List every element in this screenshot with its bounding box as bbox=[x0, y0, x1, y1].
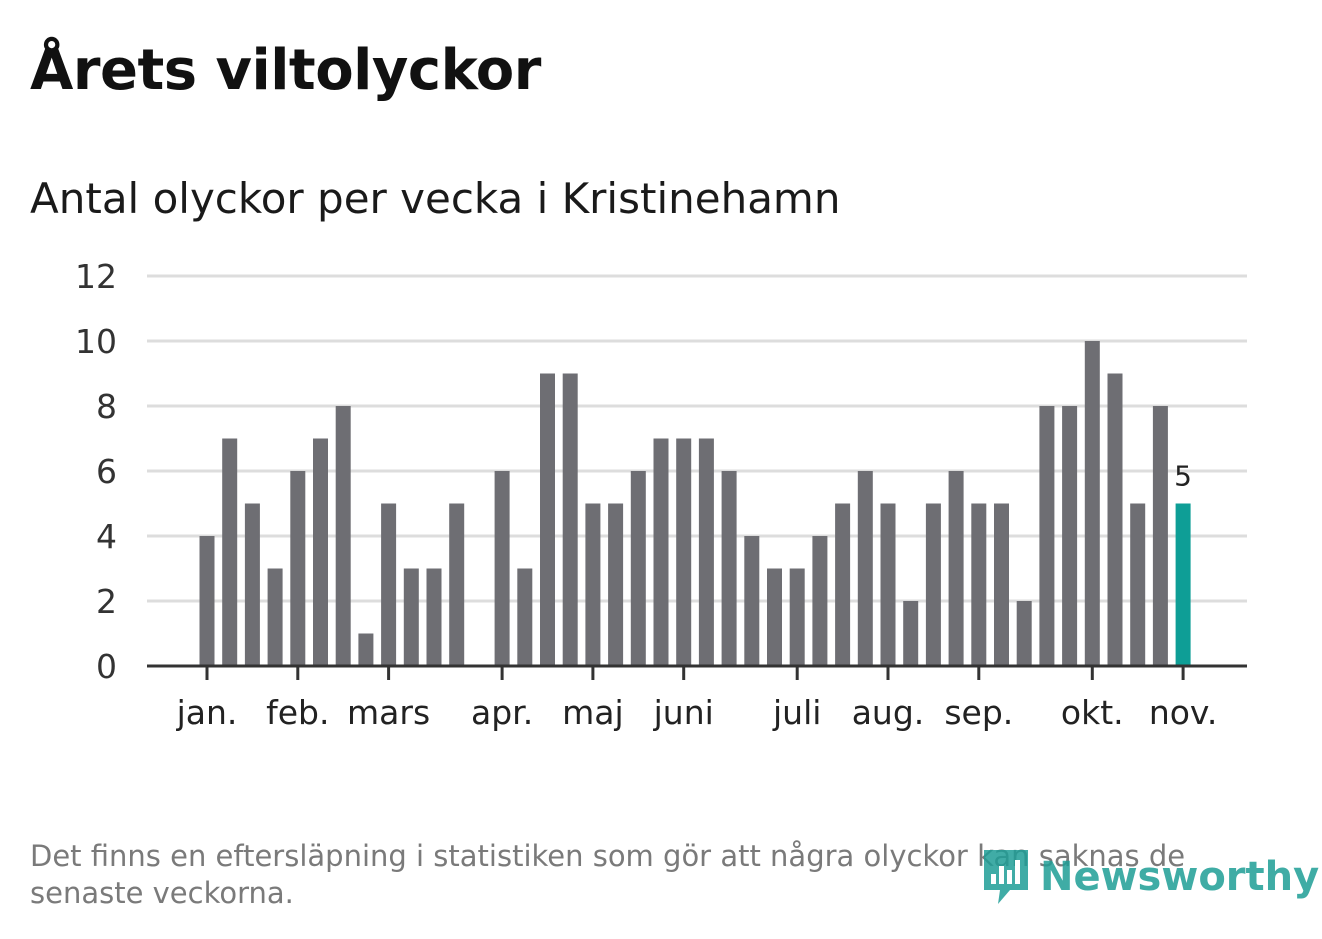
x-tick-label: jan. bbox=[176, 693, 238, 732]
bar bbox=[244, 503, 260, 666]
bar bbox=[835, 503, 851, 666]
bar bbox=[1130, 503, 1146, 666]
x-axis-ticks: jan. feb. mars apr. maj juni juli aug. sep. okt. n… bbox=[176, 666, 1218, 732]
bar bbox=[1107, 373, 1123, 666]
bar bbox=[857, 471, 873, 666]
bar bbox=[403, 568, 419, 666]
bar bbox=[1039, 406, 1055, 666]
x-tick-label: maj bbox=[562, 693, 624, 732]
bar bbox=[767, 568, 782, 666]
bar bbox=[222, 438, 238, 666]
bar bbox=[562, 373, 578, 666]
bar bbox=[925, 503, 941, 666]
bar-highlighted bbox=[1175, 503, 1191, 666]
bar bbox=[540, 373, 555, 666]
y-tick-label: 10 bbox=[75, 322, 117, 361]
bar bbox=[517, 568, 533, 666]
y-axis-ticks: 0 2 4 6 8 10 12 bbox=[75, 257, 117, 686]
x-tick-label: apr. bbox=[471, 693, 533, 732]
bar bbox=[744, 536, 760, 666]
x-tick-label: feb. bbox=[266, 693, 329, 732]
bar bbox=[585, 503, 601, 666]
bar bbox=[721, 471, 737, 666]
brand-name: Newsworthy bbox=[1040, 854, 1320, 900]
x-tick-label: juli bbox=[772, 693, 821, 732]
bar bbox=[608, 503, 624, 666]
bar-value-label: 5 bbox=[1174, 460, 1192, 493]
x-tick-label: nov. bbox=[1149, 693, 1218, 732]
x-tick-label: juni bbox=[653, 693, 714, 732]
bar bbox=[653, 438, 669, 666]
newsworthy-logo-icon bbox=[984, 850, 1028, 904]
bar bbox=[335, 406, 351, 666]
newsworthy-brand[interactable]: Newsworthy bbox=[980, 846, 1319, 908]
x-tick-label: okt. bbox=[1061, 693, 1124, 732]
bar bbox=[358, 633, 374, 666]
chart-subtitle: Antal olyckor per vecka i Kristinehamn bbox=[30, 174, 841, 223]
gridlines bbox=[147, 274, 1247, 603]
bar bbox=[449, 503, 465, 666]
bar bbox=[494, 471, 510, 666]
x-tick-label: mars bbox=[347, 693, 430, 732]
bar bbox=[1152, 406, 1168, 666]
bar bbox=[426, 568, 442, 666]
bar bbox=[903, 601, 919, 666]
bar bbox=[313, 438, 328, 666]
x-tick-label: aug. bbox=[852, 693, 925, 732]
y-tick-label: 8 bbox=[96, 387, 117, 426]
bar bbox=[789, 568, 805, 666]
bar bbox=[1016, 601, 1032, 666]
bar bbox=[880, 503, 896, 666]
x-tick-label: sep. bbox=[944, 693, 1013, 732]
bar bbox=[630, 471, 646, 666]
y-tick-label: 4 bbox=[96, 517, 117, 556]
y-tick-label: 12 bbox=[75, 257, 117, 296]
bar bbox=[994, 503, 1009, 666]
bars bbox=[199, 341, 1191, 666]
bar bbox=[676, 438, 692, 666]
bar bbox=[698, 438, 714, 666]
bar bbox=[1062, 406, 1078, 666]
bar bbox=[199, 536, 215, 666]
y-tick-label: 2 bbox=[96, 582, 117, 621]
bar bbox=[1084, 341, 1100, 666]
y-tick-label: 6 bbox=[96, 452, 117, 491]
bar-annotations: 5 bbox=[1174, 460, 1192, 493]
bar bbox=[381, 503, 397, 666]
chart-title: Årets viltolyckor bbox=[30, 38, 541, 103]
bar bbox=[267, 568, 283, 666]
bar bbox=[290, 471, 306, 666]
bar bbox=[971, 503, 987, 666]
y-tick-label: 0 bbox=[96, 647, 117, 686]
bar bbox=[812, 536, 828, 666]
bar-chart: 0 2 4 6 8 10 12 5 jan. feb. mars apr. maj juni juli a… bbox=[75, 257, 1247, 732]
bar bbox=[948, 471, 964, 666]
